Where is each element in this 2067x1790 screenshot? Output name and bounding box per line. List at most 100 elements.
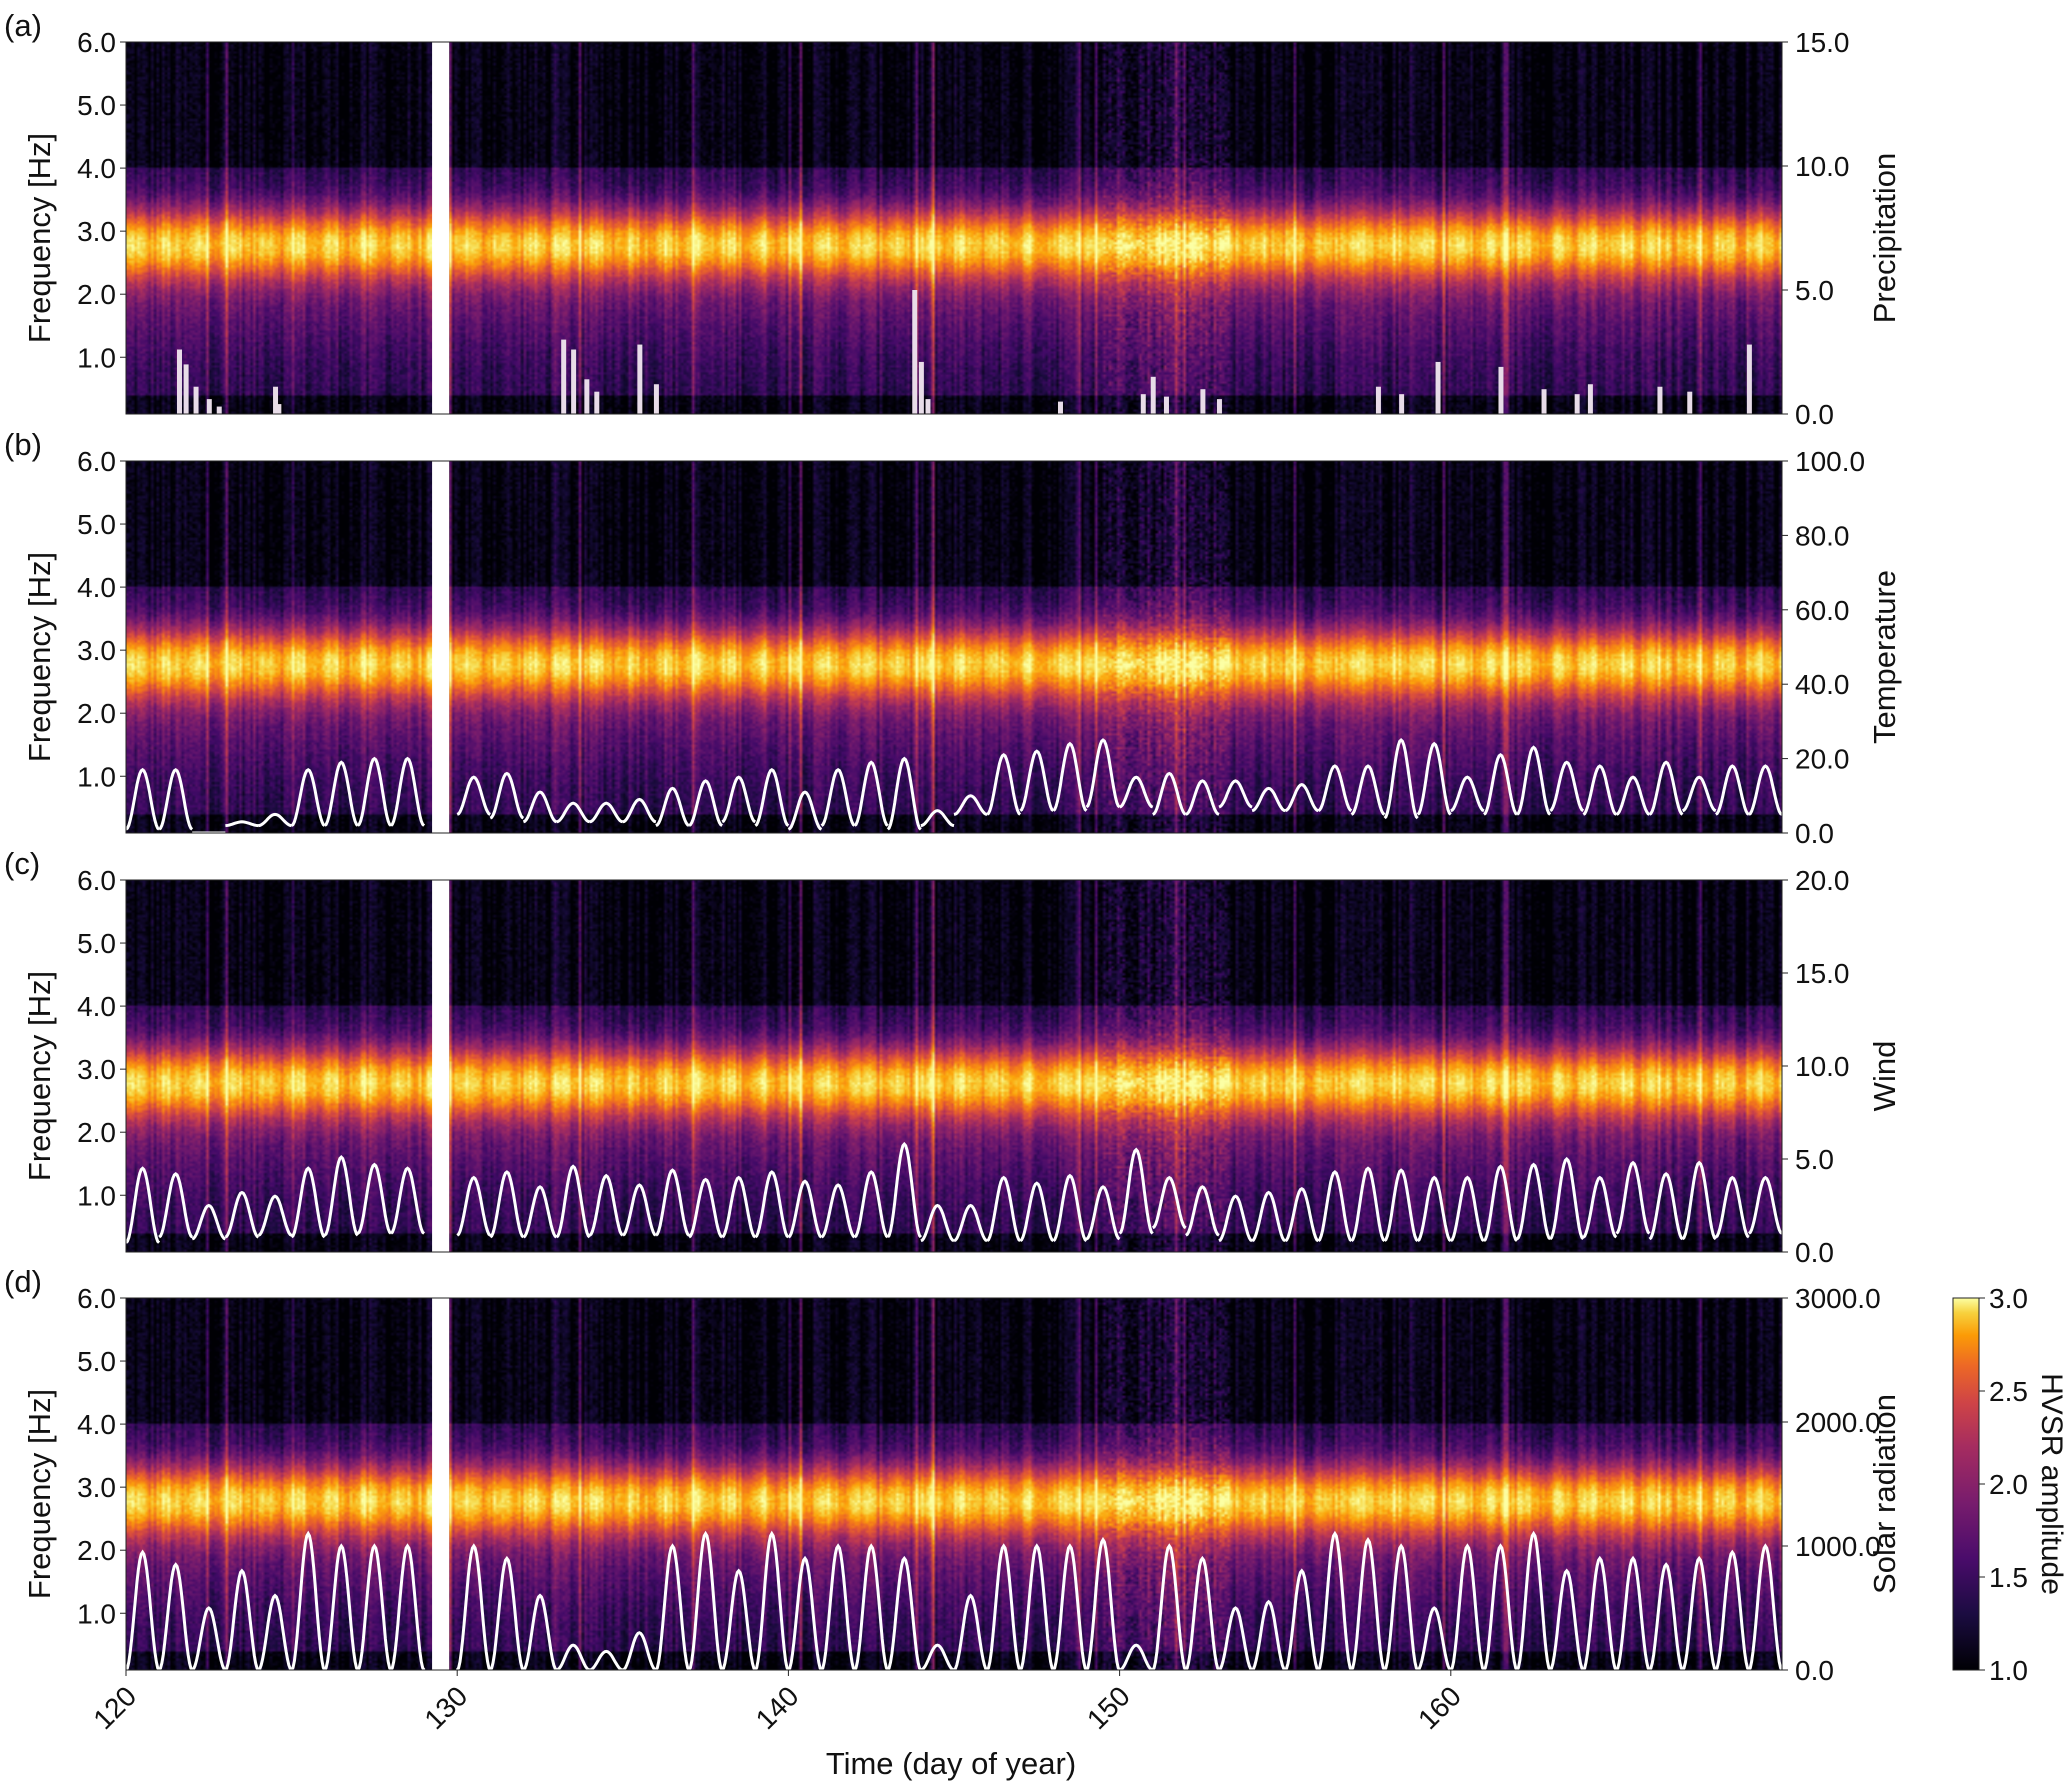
colorbar-label: HVSR amplitude	[2035, 1373, 2067, 1595]
hvsr-heatmap	[126, 461, 1782, 833]
y-tick-label: 2.0	[77, 1535, 116, 1566]
y2-tick-label: 0.0	[1795, 399, 1834, 430]
precipitation-bar	[912, 290, 918, 414]
precipitation-bar	[1587, 384, 1593, 414]
y2-tick-label: 0.0	[1795, 818, 1834, 849]
hvsr-heatmap	[126, 880, 1782, 1252]
precipitation-bar	[1057, 401, 1063, 414]
x-tick-label: 120	[87, 1680, 142, 1735]
y-tick-label: 3.0	[77, 216, 116, 247]
y-tick-label: 6.0	[77, 27, 116, 58]
y2-tick-label: 20.0	[1795, 865, 1850, 896]
y-tick-label: 3.0	[77, 1472, 116, 1503]
y2-tick-label: 10.0	[1795, 1051, 1850, 1082]
y-tick-label: 5.0	[77, 90, 116, 121]
y2-tick-label: 80.0	[1795, 520, 1850, 551]
y-tick-label: 6.0	[77, 446, 116, 477]
colorbar-tick-label: 1.5	[1989, 1562, 2028, 1593]
y-tick-label: 4.0	[77, 572, 116, 603]
x-tick-label: 160	[1412, 1680, 1467, 1735]
y2-axis-label: Precipitation	[1867, 153, 1902, 324]
precipitation-bar	[1541, 389, 1547, 414]
precipitation-bar	[1140, 394, 1146, 414]
precipitation-bar	[1399, 394, 1405, 414]
data-gap	[432, 42, 450, 414]
x-axis-title: Time (day of year)	[826, 1746, 1076, 1781]
precipitation-bar	[276, 404, 282, 414]
panel-c: 1.0 2.0 3.0 4.0 5.0 6.0 Frequency [Hz] 0.0 5.0 10…	[4, 846, 1902, 1268]
y2-tick-label: 100.0	[1795, 446, 1865, 477]
y-tick-label: 5.0	[77, 1346, 116, 1377]
y-tick-label: 5.0	[77, 509, 116, 540]
y2-tick-label: 0.0	[1795, 1237, 1834, 1268]
overlay-series-line	[124, 1530, 1784, 1672]
precipitation-bar	[1657, 386, 1663, 414]
precipitation-bar	[561, 339, 567, 414]
precipitation-bar	[1216, 399, 1222, 414]
plot-frame	[125, 460, 1783, 834]
precipitation-bar	[1687, 391, 1693, 414]
y-tick-label: 4.0	[77, 153, 116, 184]
precipitation-bar	[273, 386, 279, 414]
data-gap	[432, 880, 450, 1252]
x-tick-label: 140	[750, 1680, 805, 1735]
overlay-series-line	[124, 1141, 1783, 1244]
y2-tick-label: 5.0	[1795, 1144, 1834, 1175]
precipitation-bar	[1746, 344, 1752, 414]
precipitation-bar	[594, 391, 600, 414]
y-tick-label: 2.0	[77, 1117, 116, 1148]
y-tick-label: 6.0	[77, 865, 116, 896]
y-tick-label: 3.0	[77, 635, 116, 666]
plot-frame	[125, 1297, 1783, 1671]
x-axis-label: Time (day of year)	[826, 1746, 1076, 1781]
y-axis-label: Frequency [Hz]	[22, 1389, 57, 1599]
panel-b: 1.0 2.0 3.0 4.0 5.0 6.0 Frequency [Hz] 0.0 20.0 4…	[4, 427, 1902, 849]
y2-tick-label: 15.0	[1795, 958, 1850, 989]
precipitation-bar	[584, 379, 590, 414]
panel-label: (c)	[4, 846, 40, 881]
colorbar: 1.0 1.5 2.0 2.5 3.0 HVSR amplitude	[1952, 1283, 2067, 1686]
y-axis-label: Frequency [Hz]	[22, 552, 57, 762]
data-gap	[432, 461, 450, 833]
y2-tick-label: 40.0	[1795, 669, 1850, 700]
y-tick-label: 1.0	[77, 342, 116, 373]
y-tick-label: 2.0	[77, 698, 116, 729]
y2-tick-label: 2000.0	[1795, 1407, 1881, 1438]
colorbar-tick-label: 1.0	[1989, 1655, 2028, 1686]
x-tick-label: 130	[418, 1680, 473, 1735]
precipitation-bar	[183, 364, 189, 414]
precipitation-bar	[918, 361, 924, 414]
panel-label: (b)	[4, 427, 42, 462]
overlay-series-line	[125, 737, 1783, 835]
panel-label: (a)	[4, 8, 42, 43]
y-tick-label: 3.0	[77, 1054, 116, 1085]
y2-tick-label: 5.0	[1795, 275, 1834, 306]
precipitation-bar	[1574, 394, 1580, 414]
precipitation-bar	[216, 406, 222, 414]
y-tick-label: 1.0	[77, 761, 116, 792]
plot-frame	[125, 41, 1783, 415]
y-tick-label: 1.0	[77, 1598, 116, 1629]
precipitation-bar	[925, 399, 931, 414]
y2-tick-label: 0.0	[1795, 1655, 1834, 1686]
y-axis-label: Frequency [Hz]	[22, 133, 57, 343]
precipitation-bar	[206, 399, 212, 414]
y2-tick-label: 3000.0	[1795, 1283, 1881, 1314]
y-tick-label: 1.0	[77, 1180, 116, 1211]
y-axis-label: Frequency [Hz]	[22, 971, 57, 1181]
y2-axis-label: Temperature	[1867, 570, 1902, 744]
data-gap	[432, 1298, 450, 1670]
precipitation-bar	[1435, 361, 1441, 414]
hvsr-heatmap	[126, 42, 1782, 414]
y2-tick-label: 15.0	[1795, 27, 1850, 58]
panel-label: (d)	[4, 1264, 42, 1299]
colorbar-tick-label: 2.5	[1989, 1376, 2028, 1407]
precipitation-bar	[653, 384, 659, 414]
y-tick-label: 4.0	[77, 1409, 116, 1440]
y2-tick-label: 10.0	[1795, 151, 1850, 182]
y2-tick-label: 60.0	[1795, 595, 1850, 626]
y-tick-label: 2.0	[77, 279, 116, 310]
y2-tick-label: 20.0	[1795, 744, 1850, 775]
precipitation-bar	[1375, 386, 1381, 414]
